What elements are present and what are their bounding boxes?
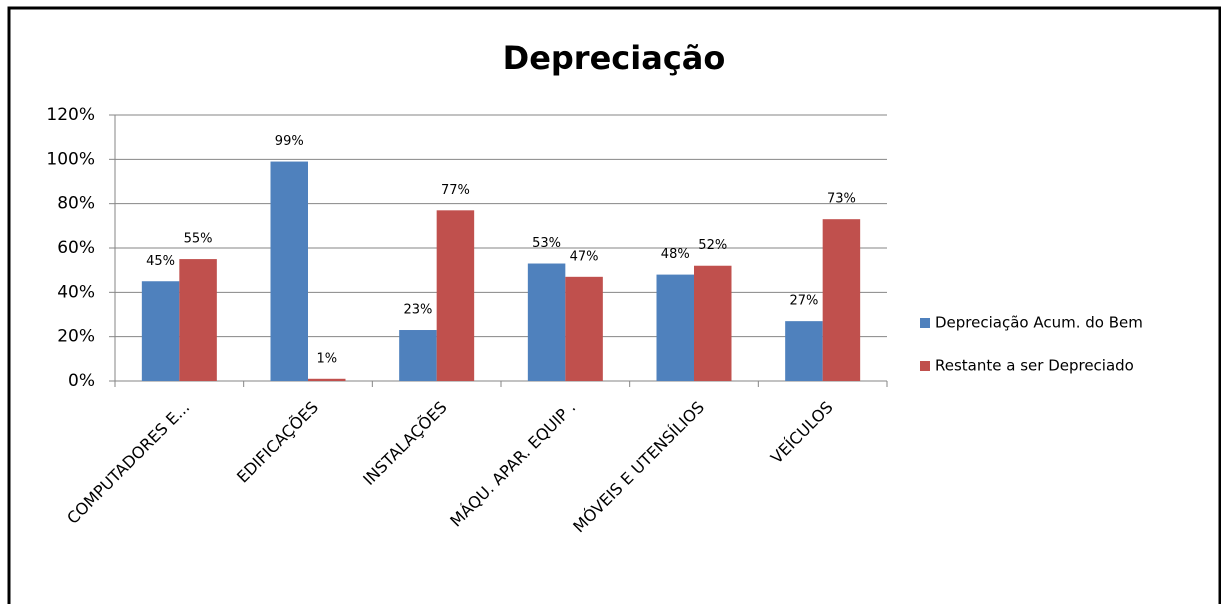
bar [308, 378, 346, 381]
value-label: 77% [441, 183, 470, 198]
bar [527, 263, 566, 381]
value-label: 1% [316, 351, 337, 366]
bar [179, 259, 217, 381]
y-tick-label: 120% [46, 105, 95, 125]
y-tick-label: 0% [68, 371, 95, 391]
bar [141, 281, 180, 381]
y-tick-label: 20% [57, 327, 95, 347]
value-label: 52% [698, 238, 727, 253]
y-tick-label: 60% [57, 238, 95, 258]
value-label: 99% [275, 134, 304, 149]
value-label: 73% [827, 192, 856, 207]
legend-swatch [920, 361, 930, 371]
chart-title: Depreciação [503, 39, 726, 77]
value-label: 53% [532, 236, 561, 251]
legend-label: Restante a ser Depreciado [935, 357, 1134, 375]
y-tick-label: 100% [46, 149, 95, 169]
value-label: 47% [570, 249, 599, 264]
bar [785, 321, 823, 381]
value-label: 27% [789, 294, 818, 309]
legend-label: Depreciação Acum. do Bem [935, 314, 1143, 332]
bar [694, 265, 732, 381]
bar [822, 219, 861, 381]
legend-swatch [920, 318, 930, 328]
bar [656, 274, 694, 381]
bar [436, 210, 475, 381]
value-label: 48% [661, 247, 690, 262]
value-label: 23% [403, 303, 432, 318]
bar [270, 161, 308, 381]
value-label: 45% [146, 254, 175, 269]
value-label: 55% [184, 232, 213, 247]
y-tick-label: 80% [57, 194, 95, 214]
bar [565, 276, 603, 381]
y-tick-label: 40% [57, 282, 95, 302]
bar [399, 330, 437, 381]
